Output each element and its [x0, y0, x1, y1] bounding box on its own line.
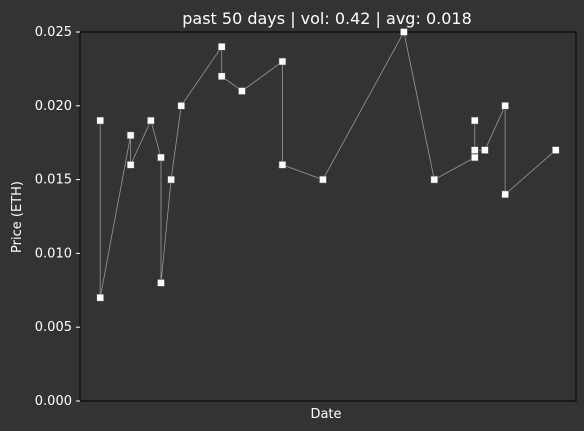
x-axis-label: Date	[310, 407, 341, 422]
series-markers	[96, 28, 560, 302]
data-point-marker	[96, 293, 105, 302]
chart-title: past 50 days | vol: 0.42 | avg: 0.018	[182, 9, 472, 28]
data-point-marker	[238, 87, 246, 95]
y-tick-label: 0.005	[35, 320, 72, 335]
y-tick-label: 0.000	[35, 394, 72, 409]
data-point-marker	[430, 175, 439, 184]
data-point-marker	[470, 116, 479, 125]
data-point-marker	[157, 153, 165, 162]
data-point-marker	[126, 131, 135, 140]
data-point-marker	[126, 161, 135, 169]
y-tick-label: 0.020	[35, 99, 72, 114]
y-tick-label: 0.015	[35, 173, 72, 188]
y-tick-label: 0.010	[35, 246, 72, 261]
y-axis-ticks: 0.000 0.005 0.010 0.015 0.020 0.025	[35, 25, 80, 409]
data-point-marker	[217, 42, 226, 51]
data-point-marker	[96, 116, 105, 125]
plot-area	[79, 31, 577, 402]
data-point-marker	[278, 57, 287, 66]
data-point-marker	[400, 28, 408, 36]
y-tick-label: 0.025	[35, 25, 72, 40]
data-point-marker	[470, 146, 479, 154]
data-point-marker	[147, 116, 155, 125]
data-point-marker	[167, 175, 175, 184]
data-point-marker	[551, 146, 560, 154]
data-point-marker	[501, 102, 509, 110]
data-point-marker	[157, 279, 165, 287]
y-axis-label: Price (ETH)	[10, 181, 25, 253]
data-point-marker	[470, 153, 479, 162]
data-point-marker	[319, 175, 327, 184]
data-point-marker	[278, 161, 287, 169]
data-point-marker	[217, 72, 226, 81]
data-point-marker	[481, 146, 489, 154]
data-point-marker	[501, 190, 509, 199]
data-point-marker	[177, 102, 186, 110]
